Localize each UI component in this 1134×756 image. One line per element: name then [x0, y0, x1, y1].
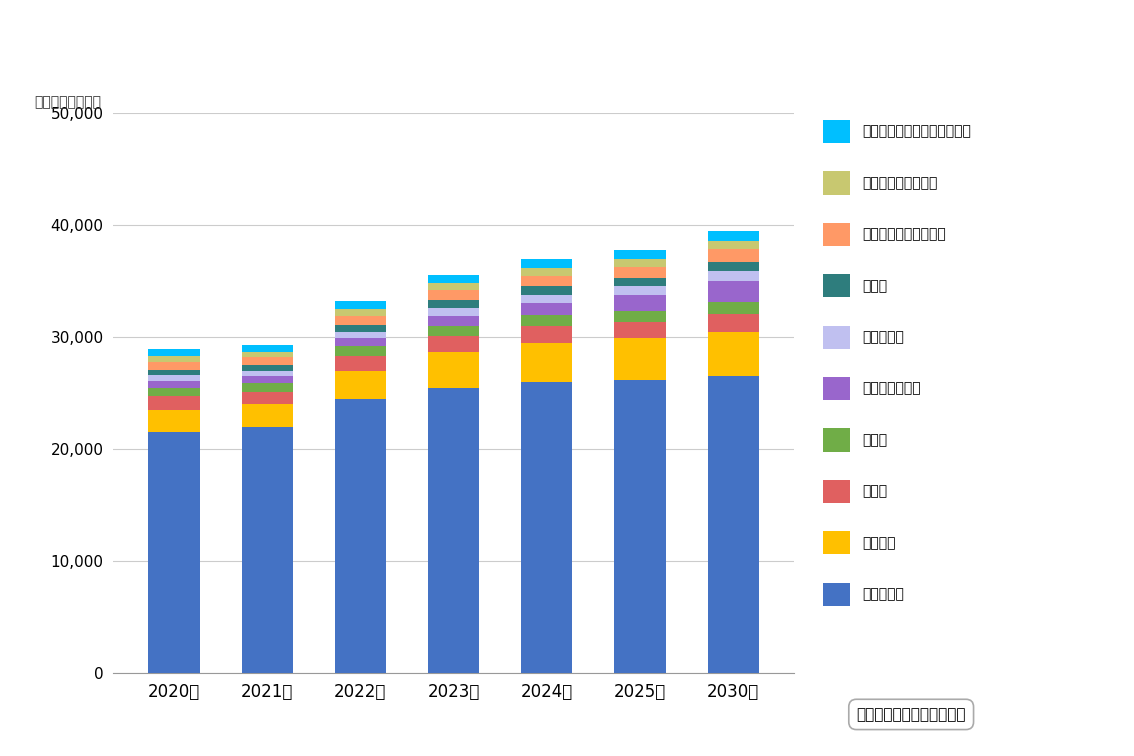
Bar	[615, 267, 666, 278]
Bar	[335, 356, 386, 370]
Bar	[335, 332, 386, 338]
Bar	[822, 583, 850, 606]
Bar	[149, 349, 200, 356]
Bar	[428, 326, 480, 336]
Bar	[615, 321, 666, 338]
Text: シード・プランニング調べ: シード・プランニング調べ	[856, 707, 966, 722]
Bar	[242, 370, 293, 376]
Bar	[822, 377, 850, 400]
Bar	[522, 268, 573, 276]
Bar	[615, 250, 666, 259]
Bar	[149, 370, 200, 375]
Bar	[428, 352, 480, 388]
Bar	[522, 259, 573, 268]
Bar	[522, 315, 573, 326]
Bar	[149, 410, 200, 432]
Bar	[335, 325, 386, 332]
Bar	[615, 259, 666, 267]
Bar	[822, 223, 850, 246]
Bar	[335, 316, 386, 325]
Text: 不妊治療向けシャーレ: 不妊治療向けシャーレ	[862, 228, 946, 241]
Bar	[242, 345, 293, 352]
Bar	[335, 309, 386, 316]
Text: 凍結保存用デバイス: 凍結保存用デバイス	[862, 176, 938, 190]
Bar	[428, 290, 480, 300]
Text: 不妊治療アプリ: 不妊治療アプリ	[862, 382, 921, 395]
Bar	[708, 281, 759, 302]
Bar	[615, 338, 666, 380]
Bar	[822, 429, 850, 451]
Bar	[149, 375, 200, 381]
Bar	[708, 302, 759, 314]
Bar	[522, 276, 573, 287]
Bar	[822, 172, 850, 194]
Bar	[522, 287, 573, 295]
Bar	[428, 308, 480, 316]
Bar	[522, 342, 573, 382]
Bar	[242, 392, 293, 404]
Bar	[428, 283, 480, 290]
Text: (2020年－2030年): (2020年－2030年)	[680, 37, 865, 57]
Bar	[335, 302, 386, 309]
Bar	[242, 358, 293, 365]
Bar	[149, 381, 200, 388]
Bar	[242, 376, 293, 383]
Text: 検査薬: 検査薬	[862, 433, 888, 447]
Bar	[708, 271, 759, 281]
Text: （単位：百万円）: （単位：百万円）	[34, 95, 101, 110]
Bar	[615, 295, 666, 311]
Bar	[149, 388, 200, 396]
Bar	[708, 332, 759, 376]
Bar	[428, 388, 480, 673]
Text: カテーテル: カテーテル	[862, 330, 904, 344]
Bar	[708, 376, 759, 673]
Bar	[708, 314, 759, 332]
Bar	[335, 346, 386, 356]
Text: 採卵針: 採卵針	[862, 279, 888, 293]
Bar	[428, 316, 480, 326]
Text: 診断検査: 診断検査	[862, 536, 896, 550]
Bar	[149, 356, 200, 362]
Bar	[242, 426, 293, 673]
Bar	[615, 278, 666, 287]
Bar	[522, 382, 573, 673]
Bar	[428, 300, 480, 308]
Bar	[149, 396, 200, 410]
Bar	[242, 352, 293, 358]
Bar	[335, 398, 386, 673]
Bar	[822, 480, 850, 503]
Text: タイムラプスインキュベータ: タイムラプスインキュベータ	[862, 125, 972, 138]
Bar	[522, 295, 573, 303]
Bar	[615, 380, 666, 673]
Bar	[149, 362, 200, 370]
Text: 試薬類: 試薬類	[862, 485, 888, 498]
Bar	[242, 383, 293, 392]
Bar	[708, 231, 759, 241]
Bar	[615, 287, 666, 295]
Bar	[708, 262, 759, 271]
Text: 不妊治療剤: 不妊治療剤	[862, 587, 904, 601]
Bar	[822, 120, 850, 143]
Bar	[615, 311, 666, 321]
Bar	[335, 370, 386, 398]
Bar	[522, 326, 573, 342]
Bar	[242, 365, 293, 370]
Bar	[822, 531, 850, 554]
Bar	[708, 249, 759, 262]
Bar	[428, 336, 480, 352]
Bar	[335, 338, 386, 346]
Bar	[242, 404, 293, 426]
Bar	[428, 274, 480, 283]
Bar	[822, 274, 850, 297]
Bar	[708, 241, 759, 249]
Text: 不妊治療・ART周辺市場規模推移: 不妊治療・ART周辺市場規模推移	[268, 33, 572, 62]
Bar	[522, 303, 573, 315]
Bar	[822, 326, 850, 349]
Bar	[149, 432, 200, 673]
